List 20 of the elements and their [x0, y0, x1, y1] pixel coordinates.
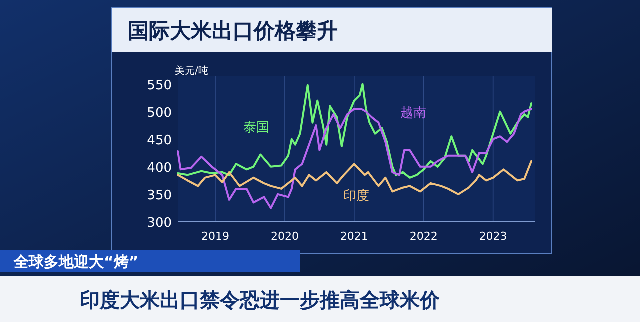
x-tick-label: 2022: [410, 230, 438, 243]
y-tick-label: 450: [147, 133, 172, 148]
line-series: [177, 108, 533, 210]
series-label: 印度: [344, 188, 370, 204]
y-tick-label: 400: [147, 160, 172, 176]
y-tick-label: 500: [147, 106, 172, 121]
y-tick-label: 300: [147, 216, 172, 231]
chart-title: 国际大米出口价格攀升: [128, 19, 338, 43]
x-tick-label: 2021: [340, 230, 368, 243]
text: 全球多地迎大“烤”: [13, 253, 139, 271]
y-tick-label: 550: [147, 78, 172, 94]
y-axis-title: 美元/吨: [175, 65, 208, 77]
x-tick-label: 2020: [270, 230, 299, 243]
x-tick-label: 2019: [202, 230, 230, 243]
x-tick-label: 2023: [479, 230, 508, 243]
text: 印度大米出口禁令恐进一步推高全球米价: [80, 288, 441, 312]
line-series: [177, 83, 533, 179]
series-label: 越南: [400, 106, 427, 121]
series-label: 泰国: [244, 120, 270, 136]
y-tick-label: 350: [147, 188, 172, 204]
